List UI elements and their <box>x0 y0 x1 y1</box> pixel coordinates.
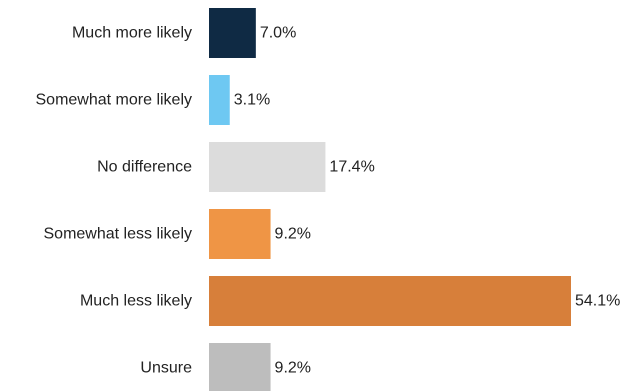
bar-row: Unsure 9.2% <box>140 343 311 391</box>
value-label: 54.1% <box>575 293 620 310</box>
category-label: Much more likely <box>72 25 192 42</box>
category-label: Much less likely <box>80 293 192 310</box>
bar-row: Much less likely 54.1% <box>80 276 620 326</box>
value-label: 7.0% <box>260 25 296 42</box>
bar <box>209 276 571 326</box>
bar <box>209 142 326 192</box>
bar-row: Somewhat less likely 9.2% <box>44 209 311 259</box>
category-label: Somewhat more likely <box>36 92 193 109</box>
bar <box>209 343 271 391</box>
value-label: 17.4% <box>329 159 374 176</box>
value-label: 3.1% <box>234 92 270 109</box>
bar <box>209 8 256 58</box>
bar <box>209 209 271 259</box>
bar-row: Much more likely 7.0% <box>72 8 296 58</box>
value-label: 9.2% <box>275 360 311 377</box>
bar-row: No difference 17.4% <box>97 142 375 192</box>
category-label: Unsure <box>140 360 192 377</box>
bar <box>209 75 230 125</box>
bar-row: Somewhat more likely 3.1% <box>36 75 270 125</box>
value-label: 9.2% <box>275 226 311 243</box>
category-label: Somewhat less likely <box>44 226 193 243</box>
category-label: No difference <box>97 159 192 176</box>
